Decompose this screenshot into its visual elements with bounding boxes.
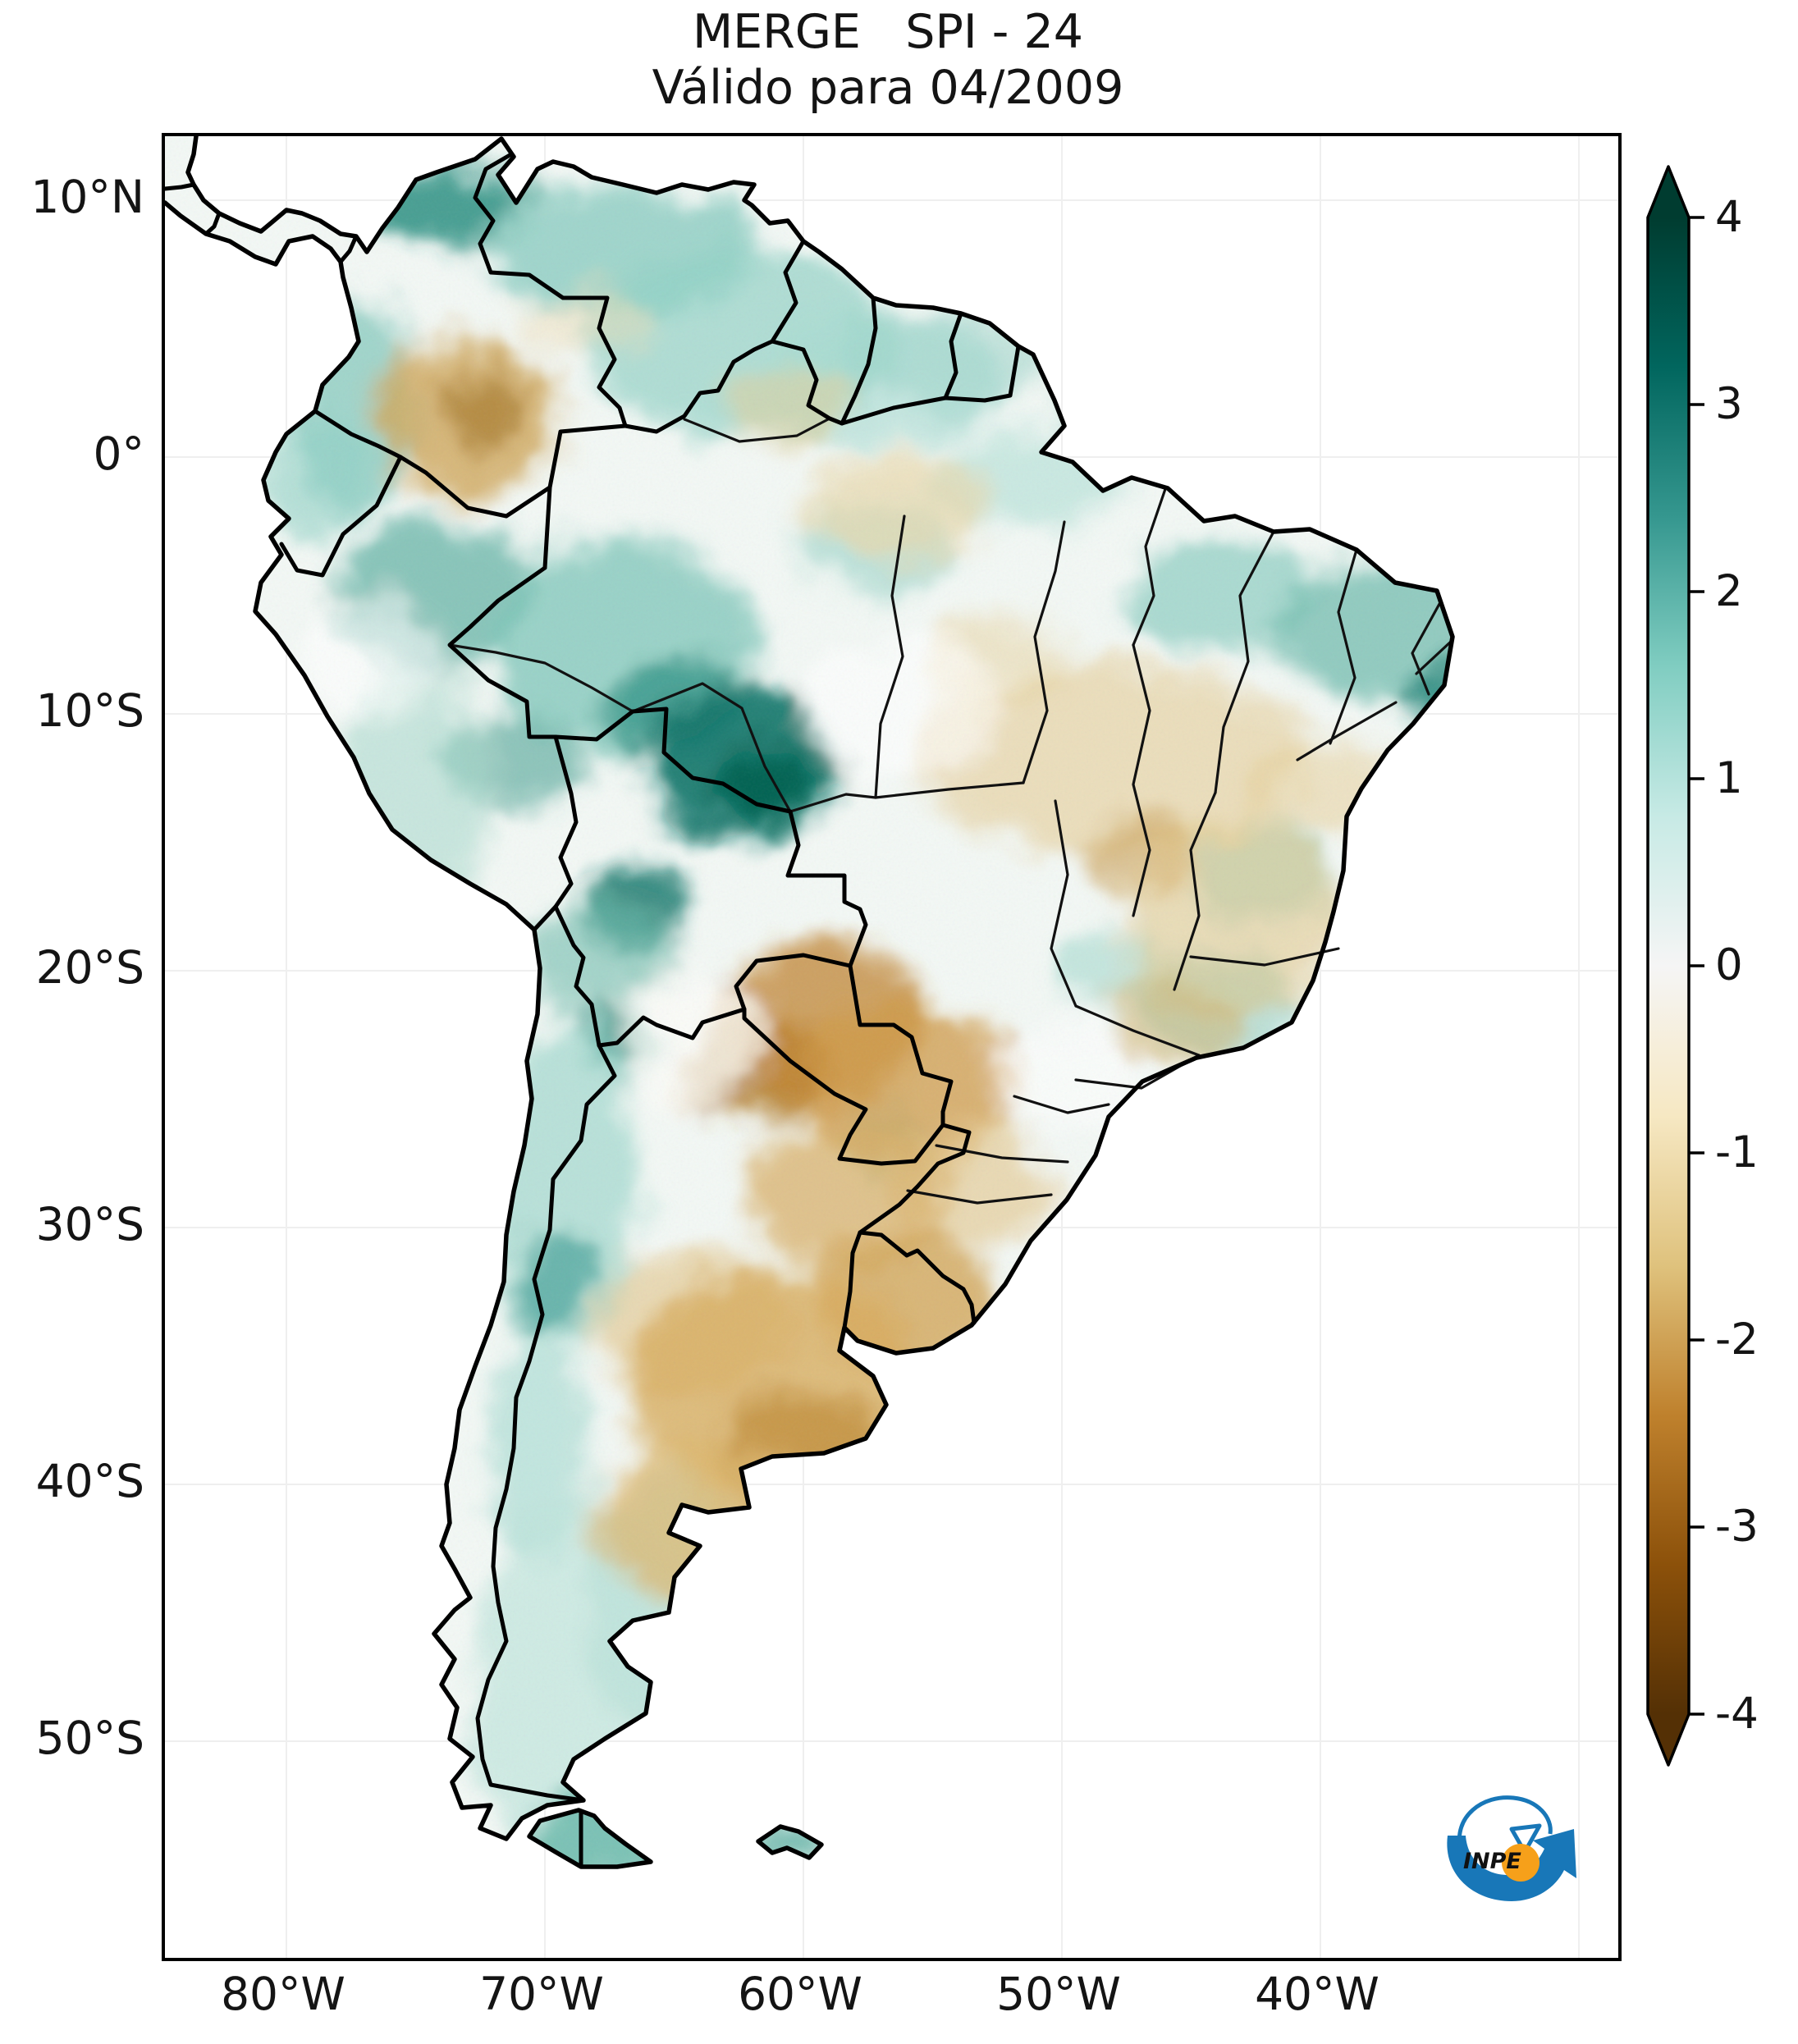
colorbar xyxy=(1646,165,1704,1767)
colorbar-tick-label: -4 xyxy=(1715,1689,1759,1739)
south-america-map xyxy=(165,136,1618,1958)
colorbar-tick-label: 3 xyxy=(1715,379,1743,429)
chart-title-line2: Válido para 04/2009 xyxy=(652,61,1124,115)
y-tick-label: 50°S xyxy=(35,1712,144,1764)
inpe-logo-orbit-arrowhead-icon xyxy=(1509,1823,1542,1854)
x-tick-label: 70°W xyxy=(479,1968,604,2020)
y-tick-label: 0° xyxy=(93,428,145,480)
x-tick-label: 50°W xyxy=(996,1968,1121,2020)
y-tick-label: 30°S xyxy=(35,1198,144,1251)
y-tick-label: 20°S xyxy=(35,941,144,994)
map-plot-area xyxy=(162,133,1622,1961)
colorbar-tick-label: -3 xyxy=(1715,1502,1759,1552)
colorbar-tick-label: -2 xyxy=(1715,1315,1759,1365)
y-tick-label: 10°S xyxy=(35,684,144,737)
inpe-logo: INPE xyxy=(1447,1795,1576,1901)
inpe-logo-orbit-arrow-icon xyxy=(1457,1795,1553,1851)
country-borders xyxy=(165,152,1021,1869)
colorbar-tick-label: 0 xyxy=(1715,940,1743,990)
x-tick-label: 80°W xyxy=(221,1968,345,2020)
state-borders xyxy=(448,417,1454,1205)
x-tick-label: 60°W xyxy=(738,1968,862,2020)
colorbar-gradient-bar xyxy=(1646,165,1690,1767)
inpe-logo-text: INPE xyxy=(1463,1849,1521,1874)
colorbar-tick-label: 1 xyxy=(1715,753,1743,803)
y-tick-label: 10°N xyxy=(30,171,144,223)
inpe-logo-swoosh-icon xyxy=(1447,1829,1576,1901)
colorbar-tick-label: 4 xyxy=(1715,192,1743,242)
inpe-logo-orange-dot-icon xyxy=(1502,1844,1540,1882)
coastline xyxy=(165,136,1455,1869)
x-tick-label: 40°W xyxy=(1255,1968,1379,2020)
colorbar-tick-label: 2 xyxy=(1715,566,1743,616)
colorbar-ticks xyxy=(1689,216,1704,1716)
y-tick-label: 40°S xyxy=(35,1455,144,1507)
chart-title-line1: MERGE SPI - 24 xyxy=(692,5,1084,59)
colorbar-tick-label: -1 xyxy=(1715,1127,1759,1177)
